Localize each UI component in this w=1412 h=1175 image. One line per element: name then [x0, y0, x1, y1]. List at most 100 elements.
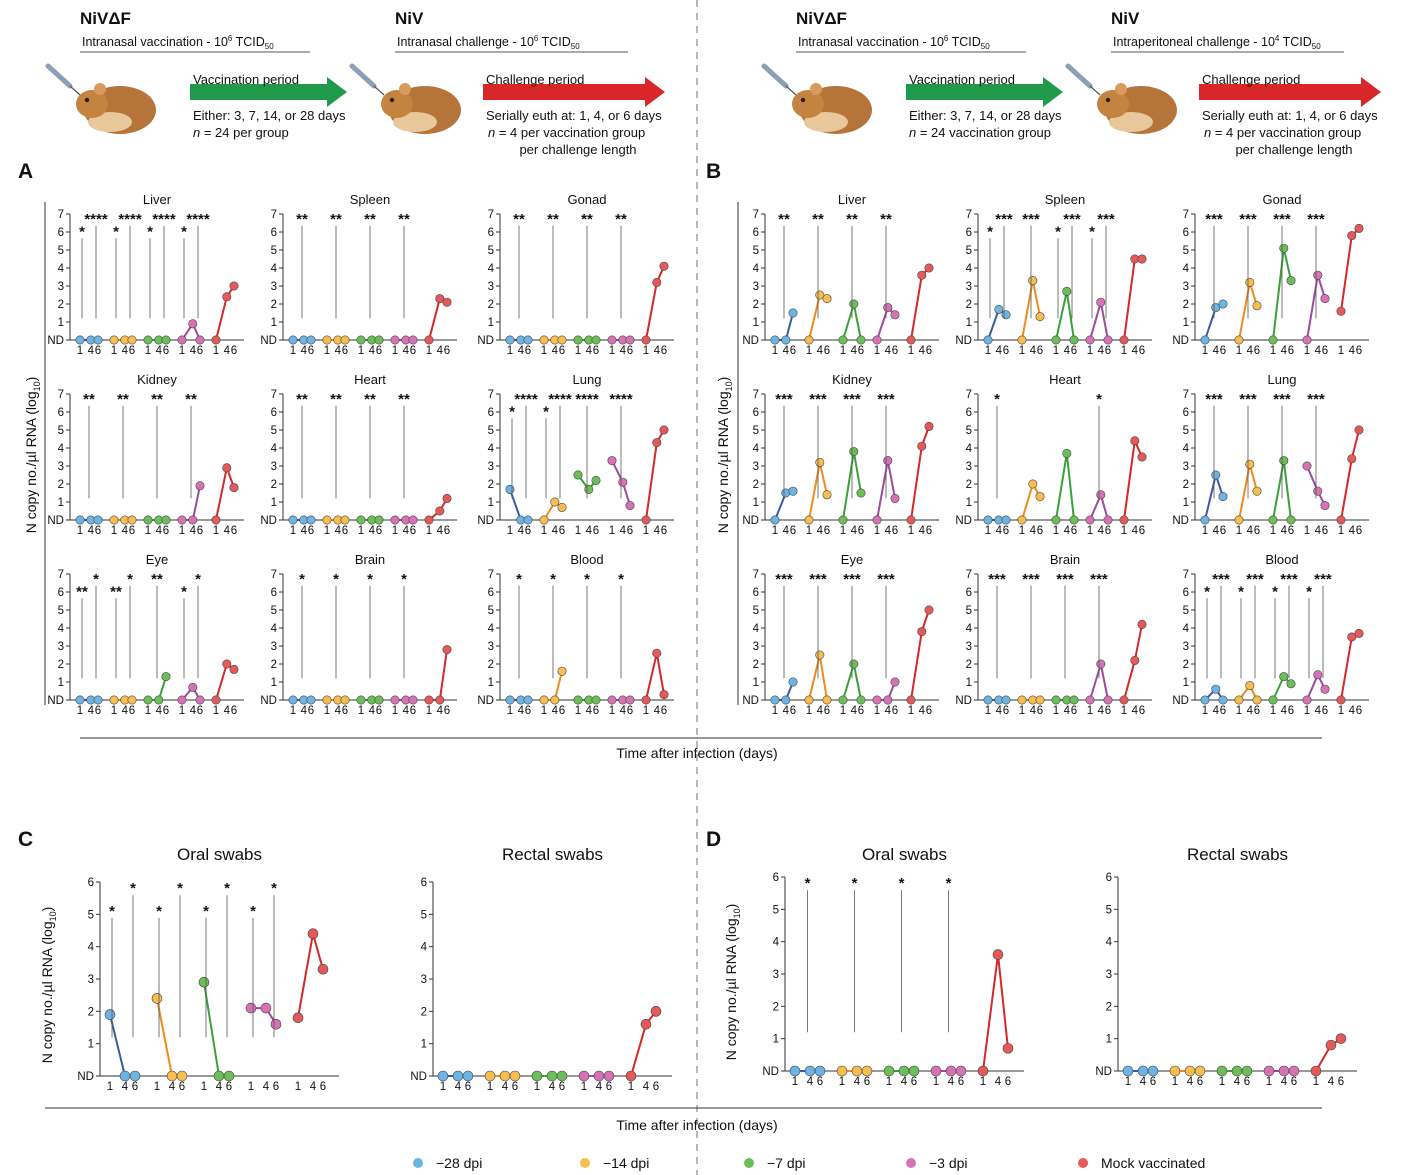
- x-tick-label: 6: [1322, 345, 1328, 357]
- challenge-name: NiV: [395, 9, 424, 28]
- y-tick-label: 3: [966, 461, 972, 473]
- significance: ***: [1022, 571, 1040, 588]
- significance: *: [516, 571, 522, 588]
- y-tick-label: 5: [1183, 425, 1189, 437]
- x-tick-label: 6: [410, 345, 416, 357]
- panel-title: Kidney: [137, 372, 177, 387]
- data-point: [75, 335, 85, 345]
- data-point: [838, 695, 848, 705]
- period-label: Vaccination period: [909, 72, 1015, 87]
- x-tick-label: 4: [620, 345, 627, 357]
- data-point: [143, 695, 153, 705]
- data-point: [322, 695, 332, 705]
- significance: *: [299, 571, 305, 588]
- x-tick-label: 4: [1328, 1076, 1335, 1088]
- y-tick-label: 4: [1106, 937, 1113, 949]
- data-point: [983, 515, 993, 525]
- y-tick-label: ND: [47, 515, 64, 527]
- data-point: [539, 335, 549, 345]
- significance: *: [79, 223, 85, 240]
- x-tick-label: 1: [426, 705, 432, 717]
- group-size: n = 4 per vaccination group: [1204, 125, 1361, 140]
- data-point: [550, 695, 560, 705]
- significance: ***: [1307, 211, 1325, 228]
- x-tick-label: 6: [163, 525, 169, 537]
- x-tick-label: 6: [593, 705, 599, 717]
- x-tick-label: 1: [575, 525, 581, 537]
- data-point: [1169, 1065, 1181, 1077]
- x-tick-label: 4: [122, 345, 129, 357]
- significance: *: [367, 571, 373, 588]
- significance: ***: [1090, 571, 1108, 588]
- data-point: [872, 695, 882, 705]
- significance: ***: [988, 571, 1006, 588]
- data-point: [356, 695, 366, 705]
- x-tick-label: 6: [132, 1081, 138, 1093]
- text-part: TCID: [232, 35, 264, 49]
- data-point: [556, 1070, 568, 1082]
- y-tick-label: 2: [753, 659, 759, 671]
- data-point: [659, 425, 669, 435]
- x-tick-label: 4: [586, 345, 593, 357]
- y-tick-label: 3: [1106, 969, 1112, 981]
- significance: **: [83, 391, 95, 408]
- significance: *: [1204, 583, 1210, 600]
- x-tick-label: 6: [926, 525, 932, 537]
- syringe: [349, 63, 377, 89]
- text-part: 6: [534, 34, 539, 43]
- series-line: [297, 933, 324, 1018]
- y-tick-label: 7: [58, 569, 64, 581]
- y-tick-label: 4: [773, 937, 780, 949]
- hamster-ear: [1115, 83, 1127, 95]
- data-point: [229, 664, 239, 674]
- series-line: [910, 609, 930, 701]
- y-tick-label: 4: [966, 623, 973, 635]
- x-tick-label: 1: [1236, 705, 1242, 717]
- data-point: [607, 456, 617, 466]
- y-tick-label: 1: [271, 497, 277, 509]
- data-point: [924, 263, 934, 273]
- x-tick-label: 1: [107, 1081, 113, 1093]
- x-tick-label: 6: [661, 345, 667, 357]
- text-part: n: [909, 125, 916, 140]
- y-tick-label: 3: [88, 974, 94, 986]
- y-tick-label: 1: [1183, 677, 1189, 689]
- y-tick-label: 7: [58, 209, 64, 221]
- x-tick-label: 6: [911, 1076, 917, 1088]
- needle: [1089, 85, 1101, 96]
- x-tick-label: 4: [1349, 705, 1356, 717]
- y-tick-label: ND: [260, 515, 277, 527]
- x-tick-label: 4: [1132, 525, 1139, 537]
- x-tick-label: 4: [1098, 345, 1105, 357]
- data-point: [856, 488, 866, 498]
- x-tick-label: 1: [1219, 1076, 1225, 1088]
- significance: **: [117, 391, 129, 408]
- challenge-name: NiV: [1111, 9, 1140, 28]
- y-tick-label: ND: [477, 335, 494, 347]
- significance: ***: [775, 571, 793, 588]
- significance: ****: [84, 211, 108, 228]
- significance: ****: [514, 391, 538, 408]
- data-point: [977, 1065, 989, 1077]
- x-tick-label: 1: [772, 345, 778, 357]
- x-tick-label: 6: [1150, 1076, 1156, 1088]
- route-text: Intranasal vaccination - 106 TCID50: [798, 34, 990, 51]
- x-tick-label: 6: [1037, 345, 1043, 357]
- data-point: [1313, 270, 1323, 280]
- x-tick-label: 6: [179, 1081, 185, 1093]
- data-point: [838, 335, 848, 345]
- data-point: [188, 319, 198, 329]
- y-tick-label: 5: [1106, 904, 1112, 916]
- significance: ****: [118, 211, 142, 228]
- data-point: [177, 335, 187, 345]
- data-point: [270, 1018, 282, 1030]
- x-tick-label: 4: [885, 345, 892, 357]
- x-tick-label: 1: [507, 525, 513, 537]
- text-part: TCID: [538, 35, 570, 49]
- series-line: [215, 464, 235, 521]
- y-tick-label: 6: [966, 587, 972, 599]
- y-tick-label: 1: [1183, 317, 1189, 329]
- y-tick-label: 2: [271, 659, 277, 671]
- needle: [373, 85, 385, 96]
- y-tick-label: 2: [966, 659, 972, 671]
